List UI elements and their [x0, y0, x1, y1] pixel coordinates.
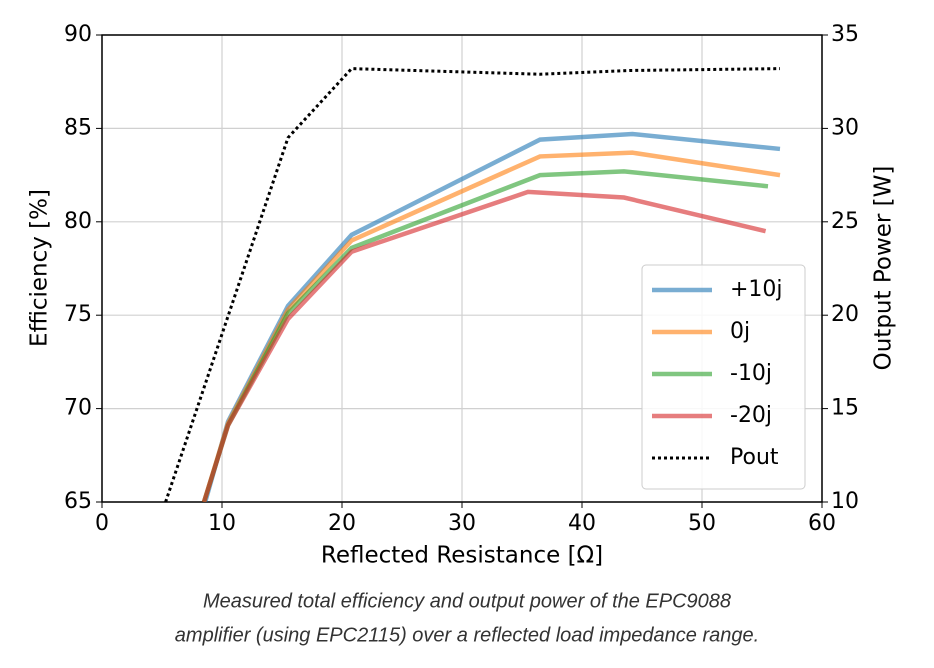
plot-frame: [101, 34, 823, 503]
y-tick-label: 85: [64, 115, 92, 140]
legend-label: -10j: [730, 361, 772, 386]
y2-tick-label: 15: [831, 396, 859, 421]
series-line: [164, 67, 781, 502]
x-tick-label: 60: [808, 511, 836, 536]
y2-tick-label: 25: [831, 209, 859, 234]
y-tick-label: 90: [64, 22, 92, 47]
x-tick-label: 40: [568, 511, 596, 536]
y2-axis-label: Output Power [W]: [871, 166, 897, 371]
y-tick-label: 70: [64, 396, 92, 421]
x-tick-label: 50: [688, 511, 716, 536]
caption: Measured total efficiency and output pow…: [203, 590, 731, 612]
series-line: [201, 189, 767, 502]
legend-label: Pout: [730, 445, 779, 470]
plot-area: [164, 67, 781, 502]
x-tick-label: 10: [208, 511, 236, 536]
y2-tick-label: 20: [831, 302, 859, 327]
legend-label: 0j: [730, 319, 750, 344]
x-axis-label: Reflected Resistance [Ω]: [321, 543, 603, 569]
y-tick-label: 75: [64, 302, 92, 327]
legend-label: +10j: [730, 277, 783, 302]
x-tick-label: 0: [95, 511, 109, 536]
x-tick-label: 30: [448, 511, 476, 536]
legend-label: -20j: [730, 403, 772, 428]
caption: amplifier (using EPC2115) over a reflect…: [175, 624, 759, 646]
x-tick-label: 20: [328, 511, 356, 536]
y-axis-label: Efficiency [%]: [27, 189, 53, 347]
y-tick-label: 65: [64, 489, 92, 514]
y2-tick-label: 10: [831, 489, 859, 514]
y2-tick-label: 30: [831, 115, 859, 140]
y2-tick-label: 35: [831, 22, 859, 47]
legend-box: [641, 264, 806, 490]
y-tick-label: 80: [64, 209, 92, 234]
